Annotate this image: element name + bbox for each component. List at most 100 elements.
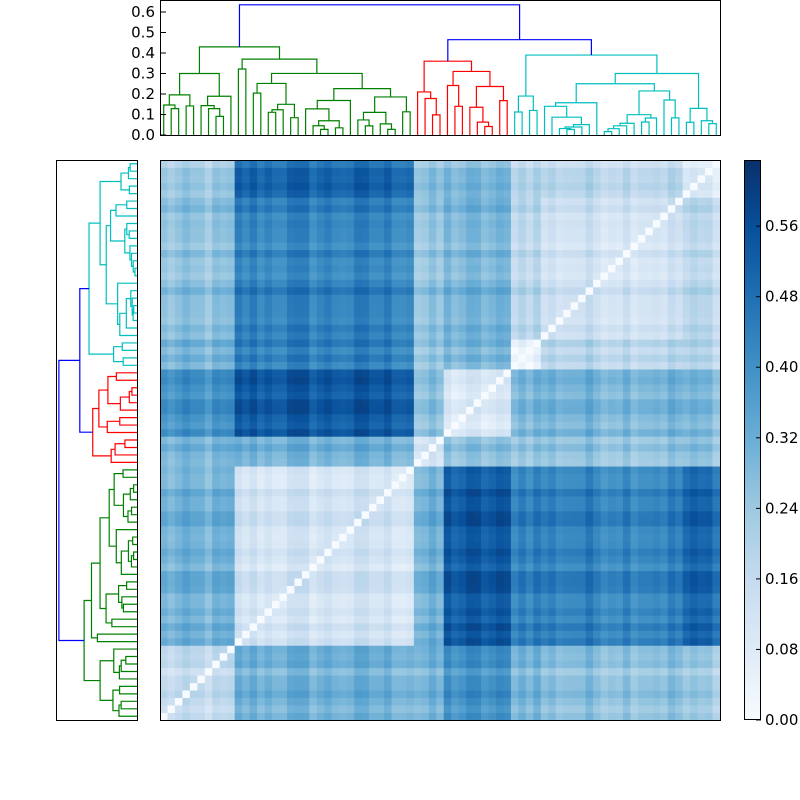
heatmap-cell: [384, 585, 392, 594]
heatmap-cell: [705, 473, 713, 482]
heatmap-cell: [466, 272, 474, 280]
heatmap-cell: [204, 555, 213, 564]
heatmap-cell: [510, 384, 519, 392]
heatmap-cell: [443, 503, 452, 512]
heatmap-cell: [212, 324, 221, 333]
heatmap-cell: [301, 645, 310, 654]
heatmap-cell: [413, 600, 422, 609]
heatmap-cell: [174, 548, 183, 557]
heatmap-cell: [563, 637, 572, 646]
heatmap-cell: [316, 272, 325, 280]
heatmap-cell: [667, 286, 676, 295]
heatmap-cell: [667, 346, 676, 355]
heatmap-cell: [667, 660, 676, 669]
heatmap-cell: [174, 242, 183, 250]
heatmap-cell: [667, 637, 676, 646]
heatmap-cell: [712, 398, 721, 407]
heatmap-cell: [339, 324, 348, 333]
heatmap-cell: [272, 585, 280, 594]
heatmap-cell: [204, 570, 213, 579]
heatmap-cell: [324, 481, 333, 489]
heatmap-cell: [563, 398, 572, 407]
heatmap-cell: [481, 645, 489, 654]
heatmap-cell: [466, 555, 474, 564]
heatmap-cell: [652, 294, 661, 303]
heatmap-cell: [600, 436, 609, 445]
heatmap-cell: [301, 540, 310, 549]
heatmap-cell: [496, 510, 504, 519]
heatmap-cell: [555, 503, 564, 512]
heatmap-cell: [324, 652, 333, 661]
heatmap-cell: [324, 234, 333, 243]
heatmap-cell: [294, 384, 303, 392]
heatmap-cell: [622, 555, 631, 564]
heatmap-cell: [525, 630, 534, 639]
heatmap-cell: [361, 593, 370, 601]
heatmap-cell: [705, 227, 713, 236]
heatmap-cell: [548, 652, 557, 661]
heatmap-cell: [354, 682, 362, 691]
heatmap-cell: [227, 660, 236, 669]
heatmap-cell: [294, 451, 303, 460]
heatmap-cell: [525, 428, 534, 437]
heatmap-cell: [219, 697, 228, 706]
heatmap-cell: [249, 264, 258, 273]
heatmap-cell: [272, 608, 280, 616]
heatmap-cell: [533, 249, 542, 258]
heatmap-cell: [294, 227, 303, 236]
heatmap-cell: [160, 354, 168, 362]
heatmap-cell: [533, 645, 542, 654]
heatmap-cell: [369, 518, 377, 527]
heatmap-cell: [279, 286, 288, 295]
heatmap-cell: [593, 630, 601, 639]
heatmap-cell: [503, 398, 512, 407]
heatmap-cell: [570, 339, 579, 348]
heatmap-cell: [369, 391, 377, 400]
heatmap-cell: [257, 600, 265, 609]
heatmap-cell: [264, 667, 273, 676]
heatmap-cell: [525, 398, 534, 407]
heatmap-cell: [503, 331, 512, 340]
heatmap-cell: [376, 339, 385, 348]
heatmap-cell: [615, 712, 624, 721]
heatmap-cell: [167, 488, 176, 497]
heatmap-cell: [294, 279, 303, 288]
heatmap-cell: [548, 660, 557, 669]
heatmap-cell: [637, 369, 646, 377]
heatmap-cell: [286, 600, 295, 609]
heatmap-cell: [331, 660, 340, 669]
heatmap-cell: [182, 249, 191, 258]
heatmap-cell: [555, 585, 564, 594]
heatmap-cell: [369, 630, 377, 639]
heatmap-cell: [555, 608, 564, 616]
heatmap-cell: [458, 533, 467, 542]
heatmap-cell: [234, 421, 243, 430]
heatmap-cell: [361, 279, 370, 288]
heatmap-cell: [667, 406, 676, 415]
heatmap-cell: [391, 339, 400, 348]
heatmap-cell: [406, 682, 415, 691]
heatmap-cell: [697, 227, 706, 236]
heatmap-cell: [301, 361, 310, 370]
heatmap-cell: [600, 675, 609, 684]
heatmap-cell: [212, 690, 221, 698]
heatmap-cell: [652, 257, 661, 265]
heatmap-cell: [301, 354, 310, 362]
heatmap-cell: [219, 652, 228, 661]
heatmap-cell: [391, 675, 400, 684]
heatmap-cell: [249, 690, 258, 698]
heatmap-cell: [682, 242, 691, 250]
heatmap-cell: [324, 279, 333, 288]
heatmap-cell: [189, 443, 198, 452]
heatmap-cell: [160, 660, 168, 669]
heatmap-cell: [675, 496, 684, 504]
heatmap-cell: [406, 570, 415, 579]
heatmap-cell: [167, 466, 176, 474]
heatmap-cell: [413, 466, 422, 474]
heatmap-cell: [272, 324, 280, 333]
heatmap-cell: [182, 682, 191, 691]
heatmap-cell: [361, 234, 370, 243]
heatmap-cell: [346, 406, 355, 415]
heatmap-cell: [593, 712, 601, 721]
heatmap-cell: [555, 384, 564, 392]
